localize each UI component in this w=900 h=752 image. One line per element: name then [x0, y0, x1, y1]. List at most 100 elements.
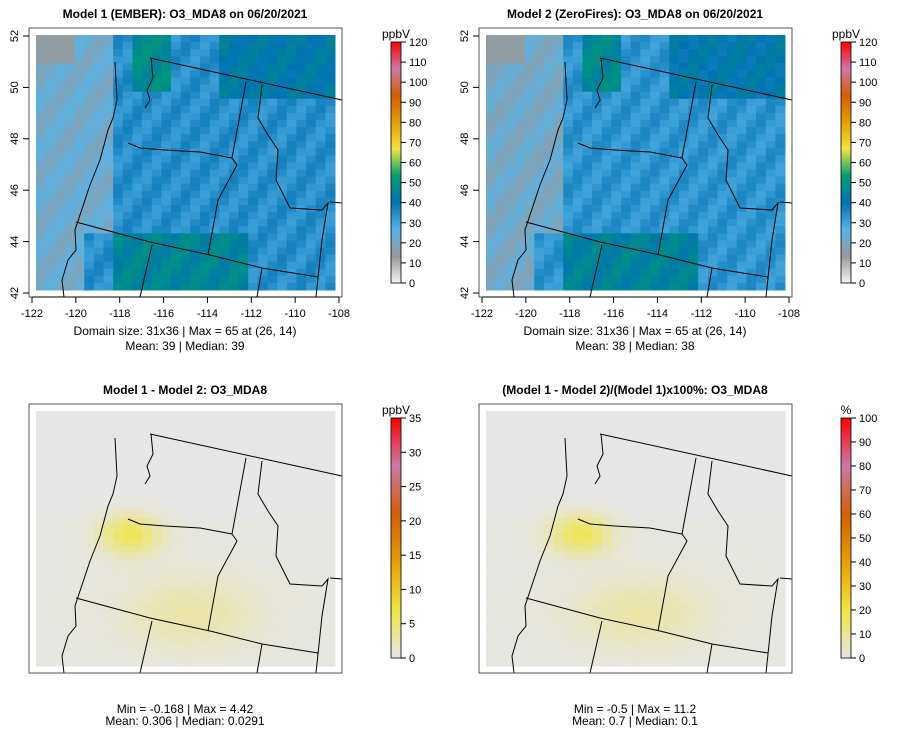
heatmap-cell [649, 35, 661, 43]
heatmap-cell [756, 460, 767, 469]
heatmap-cell [698, 545, 709, 554]
heatmap-cell [727, 205, 738, 213]
heatmap-cell [688, 517, 699, 525]
heatmap-cell [611, 651, 622, 660]
heatmap-cell [514, 630, 526, 639]
heatmap-cell [306, 127, 317, 135]
heatmap-cell [228, 538, 240, 547]
heatmap-cell [495, 446, 506, 454]
heatmap-cell [306, 169, 317, 178]
heatmap-cell [582, 609, 593, 617]
heatmap-cell [103, 411, 114, 419]
heatmap-cell [649, 155, 661, 163]
heatmap-cell [736, 190, 747, 199]
heatmap-cell [296, 496, 307, 504]
heatmap-cell [151, 70, 162, 78]
heatmap-cell [277, 552, 288, 561]
heatmap-cell [267, 481, 278, 490]
heatmap-cell [621, 197, 632, 206]
heatmap-cell [727, 63, 738, 71]
heatmap-cell [688, 588, 699, 596]
heatmap-cell [611, 197, 622, 206]
heatmap-cell [601, 425, 612, 433]
heatmap-cell [74, 148, 85, 156]
heatmap-cell [180, 538, 191, 547]
heatmap-cell [84, 446, 95, 454]
heatmap-cell [688, 247, 699, 256]
heatmap-cell [505, 637, 516, 646]
heatmap-cell [93, 134, 105, 142]
heatmap-cell [707, 141, 718, 149]
heatmap-cell [219, 169, 230, 178]
heatmap-cell [257, 531, 268, 539]
heatmap-cell [142, 658, 153, 667]
heatmap-cell [621, 559, 632, 568]
heatmap-cell [238, 169, 249, 178]
heatmap-cell [553, 148, 564, 156]
heatmap-cell [621, 247, 632, 256]
heatmap-cell [306, 120, 317, 128]
heatmap-cell [717, 91, 728, 100]
heatmap-cell [505, 517, 516, 525]
heatmap-cell [257, 219, 268, 227]
heatmap-cell [775, 134, 786, 142]
heatmap-cell [669, 56, 680, 64]
heatmap-cell [669, 282, 680, 291]
heatmap-cell [277, 42, 288, 50]
heatmap-cell [630, 105, 641, 114]
heatmap-cell [55, 261, 66, 270]
heatmap-cell [707, 481, 718, 490]
heatmap-cell [649, 233, 661, 241]
heatmap-cell [36, 169, 47, 178]
heatmap-cell [659, 77, 670, 86]
boundary-waor [127, 142, 233, 159]
heatmap-cell [74, 481, 85, 490]
heatmap-cell [659, 141, 670, 149]
heatmap-cell [55, 503, 66, 511]
heatmap-cell [707, 503, 718, 511]
heatmap-cell [756, 190, 767, 199]
heatmap-cell [36, 233, 47, 241]
heatmap-cell [296, 488, 307, 497]
heatmap-cell [190, 616, 201, 624]
heatmap-cell [219, 595, 230, 603]
heatmap-cell [84, 488, 95, 497]
heatmap-cell [45, 275, 56, 284]
heatmap-cell [248, 56, 259, 64]
heatmap-cell [132, 425, 143, 433]
heatmap-cell [572, 169, 583, 178]
heatmap-cell [103, 261, 114, 270]
colorbar-tick-label: 110 [859, 57, 877, 69]
heatmap-cell [746, 481, 757, 490]
heatmap-cell [775, 545, 786, 554]
heatmap-cell [315, 212, 326, 220]
heatmap-cell [132, 275, 143, 284]
heatmap-cell [746, 261, 757, 270]
heatmap-cell [736, 282, 747, 291]
heatmap-cell [142, 141, 153, 149]
heatmap-cell [640, 70, 651, 78]
heatmap-cell [325, 63, 336, 71]
heatmap-cell [267, 623, 278, 632]
heatmap-cell [122, 595, 133, 603]
heatmap-cell [572, 538, 583, 547]
heatmap-cell [228, 559, 240, 568]
heatmap-cell [190, 651, 201, 660]
heatmap-cell [84, 205, 95, 213]
heatmap-cell [707, 474, 718, 483]
heatmap-cell [659, 651, 670, 660]
heatmap-cell [132, 581, 143, 589]
heatmap-cell [142, 446, 153, 454]
heatmap-cell [601, 226, 612, 234]
heatmap-cell [238, 162, 249, 171]
heatmap-cell [601, 460, 612, 469]
heatmap-cell [572, 63, 583, 71]
heatmap-cell [534, 268, 545, 277]
heatmap-cell [45, 282, 56, 291]
heatmap-cell [727, 254, 738, 263]
heatmap-cell [707, 219, 718, 227]
heatmap-cell [640, 77, 651, 86]
heatmap-cell [142, 418, 153, 426]
heatmap-cell [315, 120, 326, 128]
heatmap-cell [688, 148, 699, 156]
